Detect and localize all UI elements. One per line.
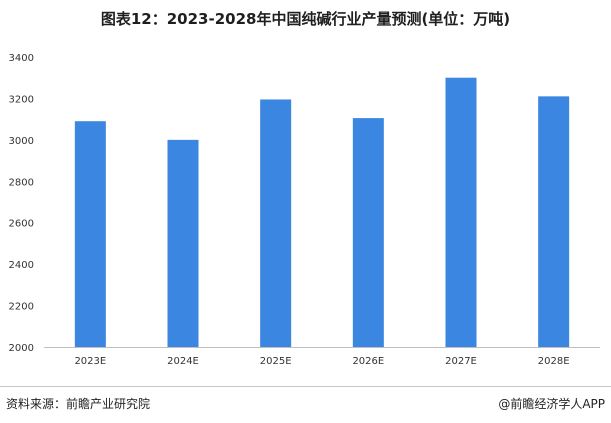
- chart-area: 2000 2200 2400 2600 2800 3000 3200 3400 2023E 202…: [0, 40, 611, 380]
- brand-credit: @前瞻经济学人APP: [498, 397, 605, 411]
- y-tick-label: 2200: [9, 302, 34, 313]
- y-tick-label: 2800: [9, 177, 34, 188]
- y-tick-label: 3400: [9, 53, 34, 64]
- y-tick-label: 2000: [9, 343, 34, 354]
- x-tick-label: 2023E: [74, 356, 106, 367]
- source-note: 资料来源：前瞻产业研究院: [6, 397, 151, 411]
- x-tick-label: 2026E: [352, 356, 384, 367]
- bar-2024E: [167, 139, 199, 347]
- x-tick-label: 2025E: [260, 356, 292, 367]
- y-tick-label: 2600: [9, 219, 34, 230]
- bar-2026E: [352, 118, 384, 347]
- y-tick-label: 3200: [9, 94, 34, 105]
- y-tick-label: 3000: [9, 136, 34, 147]
- x-tick-label: 2028E: [538, 356, 570, 367]
- chart-title: 图表12：2023-2028年中国纯碱行业产量预测(单位：万吨): [100, 10, 511, 28]
- y-tick-label: 2400: [9, 260, 34, 271]
- bar-2023E: [74, 121, 106, 347]
- bar-2027E: [445, 77, 477, 347]
- x-tick-label: 2027E: [445, 356, 477, 367]
- footer-divider: [0, 386, 611, 387]
- bar-chart: 2000 2200 2400 2600 2800 3000 3200 3400 2023E 202…: [9, 53, 600, 367]
- x-tick-label: 2024E: [167, 356, 199, 367]
- bar-2025E: [260, 99, 292, 347]
- bar-2028E: [538, 96, 570, 347]
